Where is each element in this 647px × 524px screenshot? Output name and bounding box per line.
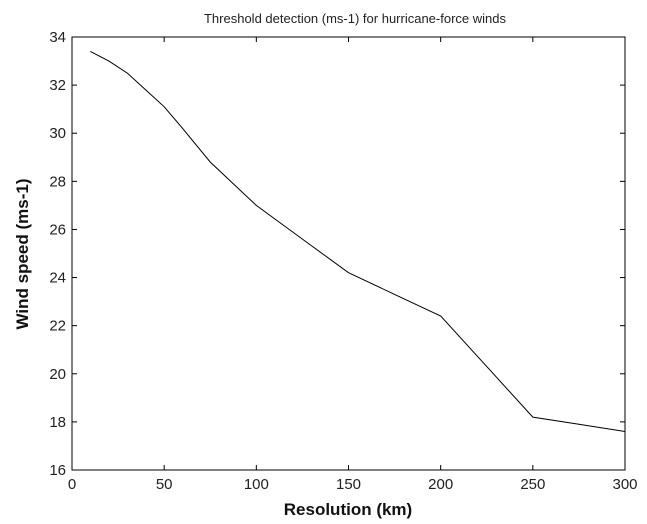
y-tick-label: 30 [49,125,66,142]
x-tick-label: 100 [244,476,269,493]
plot-area [71,36,626,471]
y-tick-label: 32 [49,77,66,94]
y-axis-label: Wind speed (ms-1) [13,179,32,330]
x-tick-label: 0 [68,476,76,493]
y-tick-label: 26 [49,221,66,238]
y-tick-label: 28 [49,173,66,190]
series-line [90,50,626,432]
y-tick-label: 20 [49,366,66,383]
chart-title: Threshold detection (ms-1) for hurricane… [204,11,507,26]
series-layer [90,50,626,432]
y-tick-label: 22 [49,318,66,335]
y-tick-label: 24 [49,270,66,287]
y-tick-label: 16 [49,462,66,479]
x-tick-label: 300 [612,476,637,493]
x-tick-label: 50 [156,476,173,493]
y-tick-label: 34 [49,29,66,46]
y-tick-label: 18 [49,414,66,431]
x-axis: 0 50 100 150 200 250 300 [68,37,638,493]
x-tick-label: 200 [428,476,453,493]
y-axis: 16 18 20 22 24 26 28 30 32 34 [49,29,625,479]
x-tick-label: 150 [336,476,361,493]
x-tick-label: 250 [520,476,545,493]
x-axis-label: Resolution (km) [284,500,412,519]
